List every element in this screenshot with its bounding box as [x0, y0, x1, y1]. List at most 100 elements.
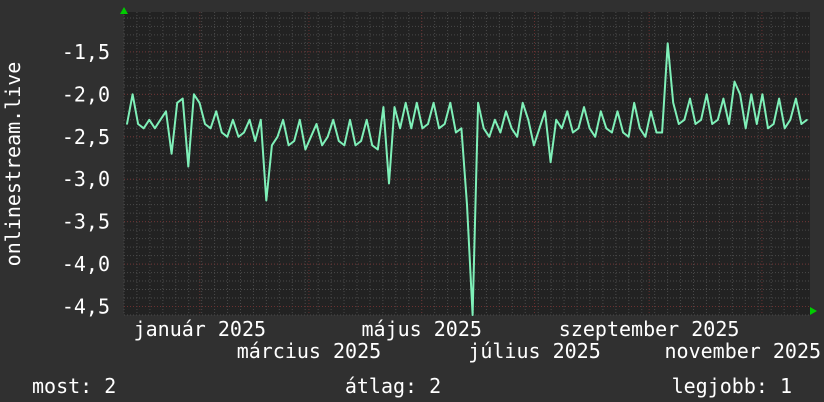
data-point [438, 127, 440, 130]
data-point [538, 127, 541, 130]
y-tick-label: -1,5 [62, 40, 110, 64]
data-point [544, 110, 546, 113]
data-point [293, 140, 296, 142]
data-point [622, 131, 624, 134]
y-tick-label: -3,5 [62, 210, 110, 234]
data-point [572, 131, 574, 134]
y-tick-label: -3,0 [62, 167, 110, 191]
y-axis: -1,5 -2,0 -2,5 -3,0 -3,5 -4,0 -4,5 [62, 40, 110, 319]
data-point [410, 127, 413, 130]
data-point [393, 106, 396, 108]
data-point [555, 118, 557, 121]
data-point [527, 118, 530, 121]
x-axis-arrow-icon [810, 307, 817, 315]
data-point [750, 93, 753, 96]
grid [123, 12, 810, 316]
data-point [655, 131, 658, 134]
data-point [443, 123, 446, 125]
data-point [220, 131, 223, 134]
data-point [315, 123, 318, 125]
data-point [700, 118, 702, 121]
data-point [577, 127, 580, 130]
data-point [449, 102, 452, 104]
data-point [733, 80, 736, 83]
x-tick-label: január 2025 [134, 317, 266, 341]
data-point [404, 102, 407, 104]
data-point [516, 135, 518, 138]
data-point [560, 127, 563, 130]
data-point [739, 93, 741, 96]
data-point [521, 102, 524, 104]
y-axis-label: onlinestream.live [1, 62, 25, 267]
data-point [778, 97, 780, 100]
x-tick-label: november 2025 [665, 339, 822, 363]
plot-area [124, 12, 810, 315]
data-point [226, 135, 229, 138]
data-point [510, 127, 513, 130]
data-point [744, 127, 747, 130]
data-point [761, 93, 764, 96]
data-point [722, 97, 725, 100]
data-point [332, 118, 335, 121]
data-point [349, 118, 351, 121]
data-point [365, 118, 368, 121]
data-point [789, 118, 792, 121]
data-point [477, 102, 479, 104]
data-point [800, 123, 803, 125]
data-point [193, 93, 195, 96]
data-point [248, 118, 251, 121]
data-point [594, 135, 596, 138]
y-axis-arrow-icon [120, 7, 128, 14]
data-point [616, 110, 619, 113]
data-point [131, 93, 134, 96]
data-point [176, 102, 178, 104]
data-point [533, 144, 535, 147]
data-point [243, 131, 245, 134]
data-point [806, 118, 808, 121]
data-point [678, 123, 680, 125]
data-point [661, 131, 663, 134]
data-point [232, 118, 234, 121]
data-point [237, 135, 240, 138]
data-point [650, 110, 652, 113]
y-tick-label: -4,0 [62, 252, 110, 276]
data-point [605, 127, 608, 130]
data-point [287, 144, 290, 147]
data-point [209, 127, 212, 130]
data-point [282, 118, 284, 121]
data-point [694, 123, 697, 125]
y-tick-label: -2,0 [62, 82, 110, 106]
data-point [215, 110, 217, 113]
data-point [338, 140, 340, 142]
data-point [399, 127, 401, 130]
data-point [265, 199, 268, 202]
data-point [499, 131, 502, 134]
data-point [271, 144, 273, 147]
data-points [126, 42, 808, 316]
x-tick-label: szeptember 2025 [559, 317, 740, 341]
data-point [633, 102, 636, 104]
data-point [204, 123, 206, 125]
data-point [259, 118, 262, 121]
y-tick-label: -4,5 [62, 295, 110, 319]
data-point [683, 118, 686, 121]
data-point [142, 127, 145, 130]
x-tick-label: május 2025 [362, 317, 482, 341]
legend-best: legjobb: 1 [672, 374, 792, 398]
data-point [254, 140, 256, 142]
data-point [165, 110, 167, 113]
data-point [427, 123, 429, 125]
data-point [566, 110, 569, 113]
legend-average: átlag: 2 [345, 374, 441, 398]
data-point [588, 127, 591, 130]
data-point [783, 127, 786, 130]
data-point [159, 118, 162, 121]
data-point [482, 127, 485, 130]
legend-current: most: 2 [32, 374, 116, 398]
data-point [689, 97, 691, 100]
data-point [795, 97, 797, 100]
data-point [354, 144, 357, 147]
data-point [371, 144, 374, 147]
data-point [666, 42, 669, 45]
